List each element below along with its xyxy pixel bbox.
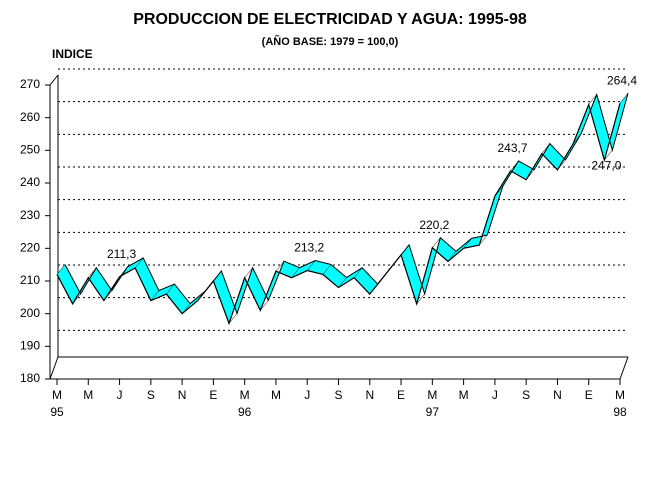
y-tick-label: 250 xyxy=(20,143,40,157)
x-tick-label: J xyxy=(492,388,498,402)
x-year-label: 97 xyxy=(426,405,440,419)
y-tick-label: 260 xyxy=(20,110,40,124)
ribbon-rung xyxy=(260,300,269,311)
ribbon-rung xyxy=(228,313,238,324)
ribbon-rung xyxy=(275,261,285,272)
x-tick-label: M xyxy=(459,388,469,402)
x-tick-label: M xyxy=(83,388,93,402)
ribbon-rung xyxy=(619,93,629,104)
chart-subtitle: (AÑO BASE: 1979 = 100,0) xyxy=(262,35,399,48)
y-axis-label: INDICE xyxy=(52,47,93,61)
ribbon-rung xyxy=(572,133,582,144)
x-tick-label: S xyxy=(147,388,155,402)
y-tick-label: 200 xyxy=(20,306,40,320)
data-line xyxy=(56,102,621,326)
ribbon-shade xyxy=(57,93,628,324)
ribbon-rung xyxy=(56,264,66,275)
ribbon-rung xyxy=(134,257,144,269)
data-label: 213,2 xyxy=(294,241,324,255)
x-tick-label: S xyxy=(522,388,530,402)
x-tick-label: E xyxy=(209,388,217,402)
y-tick-label: 270 xyxy=(20,77,40,91)
frame xyxy=(49,74,629,380)
ribbon-rung xyxy=(416,293,425,305)
data-label: 211,3 xyxy=(107,247,136,261)
x-tick-label: M xyxy=(615,388,625,402)
ribbon-rung xyxy=(400,244,410,256)
x-tick-label: N xyxy=(553,388,562,402)
ribbon-rung xyxy=(213,270,222,282)
ribbon-rung xyxy=(166,283,175,295)
ribbon-rung xyxy=(322,264,332,275)
ribbon-rung xyxy=(244,267,253,278)
x-tick-label: E xyxy=(397,388,405,402)
data-label: 220,2 xyxy=(419,218,449,232)
x-tick-label: M xyxy=(427,388,437,402)
ribbon-rung xyxy=(432,237,441,248)
ribbon-rung xyxy=(510,160,519,172)
y-tick-label: 240 xyxy=(20,175,40,189)
ribbon-rung xyxy=(307,260,316,271)
y-tick-label: 230 xyxy=(20,208,40,222)
data-label: 247,0 xyxy=(591,158,621,172)
ribbon-rung xyxy=(588,94,597,105)
y-tick-label: 210 xyxy=(20,273,40,287)
ribbon-rung xyxy=(291,267,300,278)
y-tick-label: 180 xyxy=(20,371,40,385)
chart-title: PRODUCCION DE ELECTRICIDAD Y AGUA: 1995-… xyxy=(133,11,527,28)
x-tick-label: J xyxy=(304,388,310,402)
x-tick-label: M xyxy=(271,388,281,402)
y-tick-label: 190 xyxy=(20,339,40,353)
x-tick-label: J xyxy=(117,388,123,402)
data-label: 243,7 xyxy=(498,141,528,155)
x-year-label: 95 xyxy=(50,405,64,419)
x-tick-label: N xyxy=(178,388,187,402)
ribbon-rung xyxy=(541,143,551,154)
ribbon-rung xyxy=(150,290,160,301)
y-tick-label: 220 xyxy=(20,241,40,255)
x-year-label: 96 xyxy=(238,405,252,419)
ribbon-rung xyxy=(463,238,472,249)
data-label: 264,4 xyxy=(607,73,637,87)
ribbon-rung xyxy=(479,234,488,246)
x-tick-label: N xyxy=(365,388,374,402)
x-tick-label: M xyxy=(240,388,250,402)
x-tick-label: E xyxy=(585,388,593,402)
x-tick-label: M xyxy=(52,388,62,402)
ribbon-rung xyxy=(353,267,363,278)
ribbon-rung xyxy=(88,267,97,278)
x-year-label: 98 xyxy=(613,405,627,419)
x-tick-label: S xyxy=(334,388,342,402)
ribbon-rung xyxy=(338,277,347,288)
ribbon-rung xyxy=(119,266,128,277)
ribbon-rung xyxy=(604,149,613,161)
